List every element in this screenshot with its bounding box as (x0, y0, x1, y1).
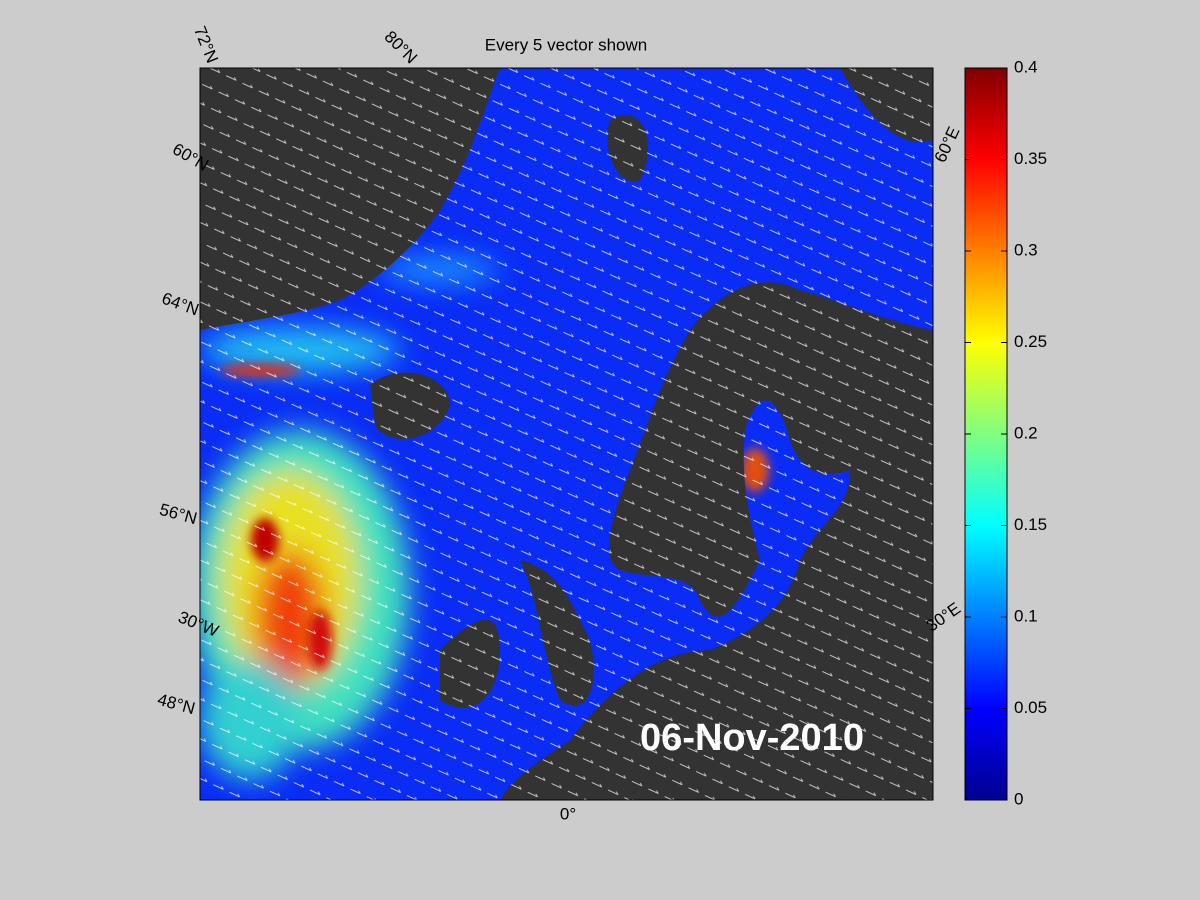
colorbar (964, 67, 1008, 801)
map (200, 68, 933, 800)
colorbar-tick-label: 0.3 (1014, 240, 1038, 259)
graticule-label: 80°N (381, 27, 421, 67)
vectors (200, 68, 933, 800)
colorbar-tick-label: 0 (1014, 789, 1023, 808)
graticule-label: 56°N (157, 500, 199, 528)
graticule-label: 64°N (159, 289, 201, 320)
graticule-label: 48°N (155, 690, 197, 718)
colorbar-tick-label: 0.15 (1014, 515, 1047, 534)
colorbar-tick-label: 0.4 (1014, 57, 1038, 76)
colorbar-tick-label: 0.35 (1014, 149, 1047, 168)
colorbar-tick-label: 0.25 (1014, 332, 1047, 351)
map-frame (199, 67, 934, 801)
graticule-label: 60°E (931, 124, 964, 166)
graticule-label: 72°N (190, 23, 222, 65)
colorbar-tick-label: 0.1 (1014, 606, 1038, 625)
title: Every 5 vector shown (485, 35, 648, 54)
date-label: 06-Nov-2010 (640, 717, 864, 759)
graticule-label: 0° (560, 804, 576, 823)
colorbar-tick-label: 0.05 (1014, 698, 1047, 717)
colorbar-tick-label: 0.2 (1014, 423, 1038, 442)
